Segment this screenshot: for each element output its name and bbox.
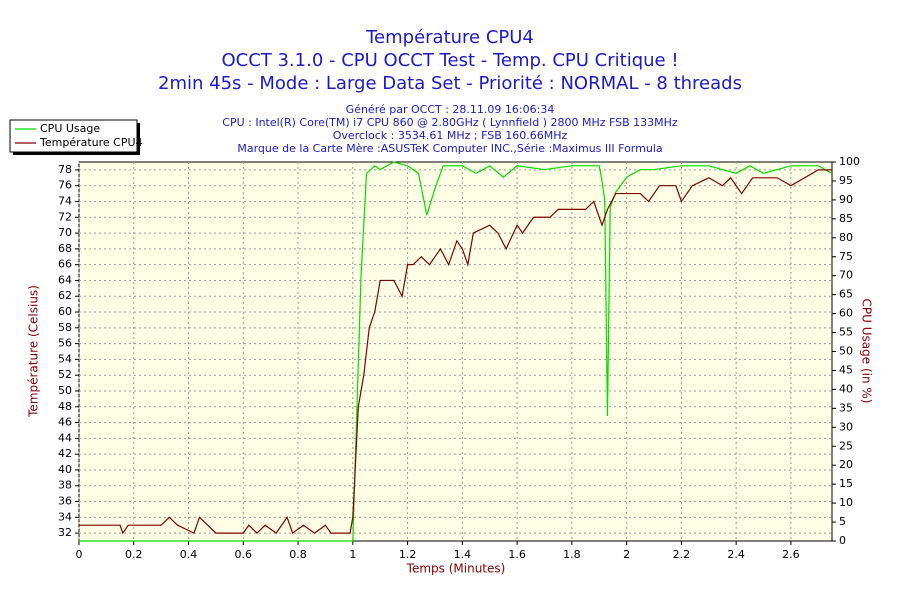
y2-tick-label: 70 — [839, 269, 853, 282]
x-tick-label: 2.2 — [673, 548, 691, 561]
y-tick-label: 48 — [58, 400, 72, 413]
x-tick-label: 0 — [76, 548, 83, 561]
x-axis-label: Temps (Minutes) — [406, 562, 506, 576]
y-tick-label: 52 — [58, 368, 72, 381]
y-tick-label: 44 — [58, 431, 72, 444]
y-tick-label: 74 — [58, 194, 72, 207]
info-line: Généré par OCCT : 28.11.09 16:06:34 — [346, 103, 555, 116]
plot-area — [78, 161, 833, 542]
y-axis-label: Température (Celsius) — [27, 285, 41, 418]
y-tick-label: 46 — [58, 416, 72, 429]
y2-tick-label: 40 — [839, 382, 853, 395]
x-tick-label: 1 — [349, 548, 356, 561]
series-line — [79, 161, 833, 542]
chart-title: Température CPU4 — [365, 27, 534, 48]
legend-label: CPU Usage — [40, 122, 100, 135]
x-tick-label: 2.4 — [727, 548, 745, 561]
y-tick-label: 50 — [58, 384, 72, 397]
y-tick-label: 72 — [58, 210, 72, 223]
y2-tick-label: 65 — [839, 288, 853, 301]
x-tick-label: 2.6 — [782, 548, 800, 561]
y2-tick-label: 0 — [839, 534, 846, 547]
y-tick-label: 54 — [58, 352, 72, 365]
x-tick-label: 1.6 — [508, 548, 526, 561]
x-tick-label: 1.2 — [399, 548, 417, 561]
y2-tick-label: 95 — [839, 174, 853, 187]
y-tick-label: 62 — [58, 289, 72, 302]
legend — [9, 119, 138, 153]
x-tick-label: 0.2 — [125, 548, 143, 561]
y-tick-label: 60 — [58, 305, 72, 318]
x-tick-label: 0.8 — [289, 548, 307, 561]
y-tick-label: 78 — [58, 163, 72, 176]
y2-tick-label: 15 — [839, 477, 853, 490]
y2-tick-label: 80 — [839, 231, 853, 244]
y-tick-label: 70 — [58, 226, 72, 239]
y2-tick-label: 20 — [839, 458, 853, 471]
y-tick-label: 36 — [58, 495, 72, 508]
y-tick-label: 38 — [58, 479, 72, 492]
y-tick-label: 66 — [58, 258, 72, 271]
y2-tick-label: 25 — [839, 439, 853, 452]
x-tick-label: 2 — [623, 548, 630, 561]
y2-tick-label: 45 — [839, 363, 853, 376]
y2-axis-label: CPU Usage (in %) — [860, 299, 874, 404]
info-line: CPU : Intel(R) Core(TM) i7 CPU 860 @ 2.8… — [222, 116, 678, 129]
chart-subtitle: 2min 45s - Mode : Large Data Set - Prior… — [158, 73, 742, 94]
x-tick-label: 0.4 — [180, 548, 198, 561]
y2-tick-label: 85 — [839, 212, 853, 225]
y2-tick-label: 5 — [839, 515, 846, 528]
y-tick-label: 56 — [58, 337, 72, 350]
y-tick-label: 68 — [58, 242, 72, 255]
y2-tick-label: 30 — [839, 420, 853, 433]
y-tick-label: 32 — [58, 526, 72, 539]
y2-tick-label: 50 — [839, 345, 853, 358]
chart-subtitle: OCCT 3.1.0 - CPU OCCT Test - Temp. CPU C… — [221, 50, 678, 71]
y2-tick-label: 100 — [839, 155, 860, 168]
y2-tick-label: 75 — [839, 250, 853, 263]
y-tick-label: 64 — [58, 273, 72, 286]
info-line: Marque de la Carte Mère :ASUSTeK Compute… — [237, 142, 662, 155]
y-tick-label: 40 — [58, 463, 72, 476]
y-tick-label: 58 — [58, 321, 72, 334]
series-line — [79, 169, 832, 535]
y2-tick-label: 55 — [839, 326, 853, 339]
legend-label: Température CPU4 — [39, 136, 143, 149]
y-tick-label: 76 — [58, 179, 72, 192]
x-tick-label: 1.4 — [454, 548, 472, 561]
y-tick-label: 34 — [58, 510, 72, 523]
info-line: Overclock : 3534.61 MHz ; FSB 160.66MHz — [333, 129, 568, 142]
y2-tick-label: 60 — [839, 307, 853, 320]
y2-tick-label: 35 — [839, 401, 853, 414]
y2-tick-label: 10 — [839, 496, 853, 509]
y2-tick-label: 90 — [839, 193, 853, 206]
x-tick-label: 1.8 — [563, 548, 581, 561]
y-tick-label: 42 — [58, 447, 72, 460]
x-tick-label: 0.6 — [235, 548, 253, 561]
